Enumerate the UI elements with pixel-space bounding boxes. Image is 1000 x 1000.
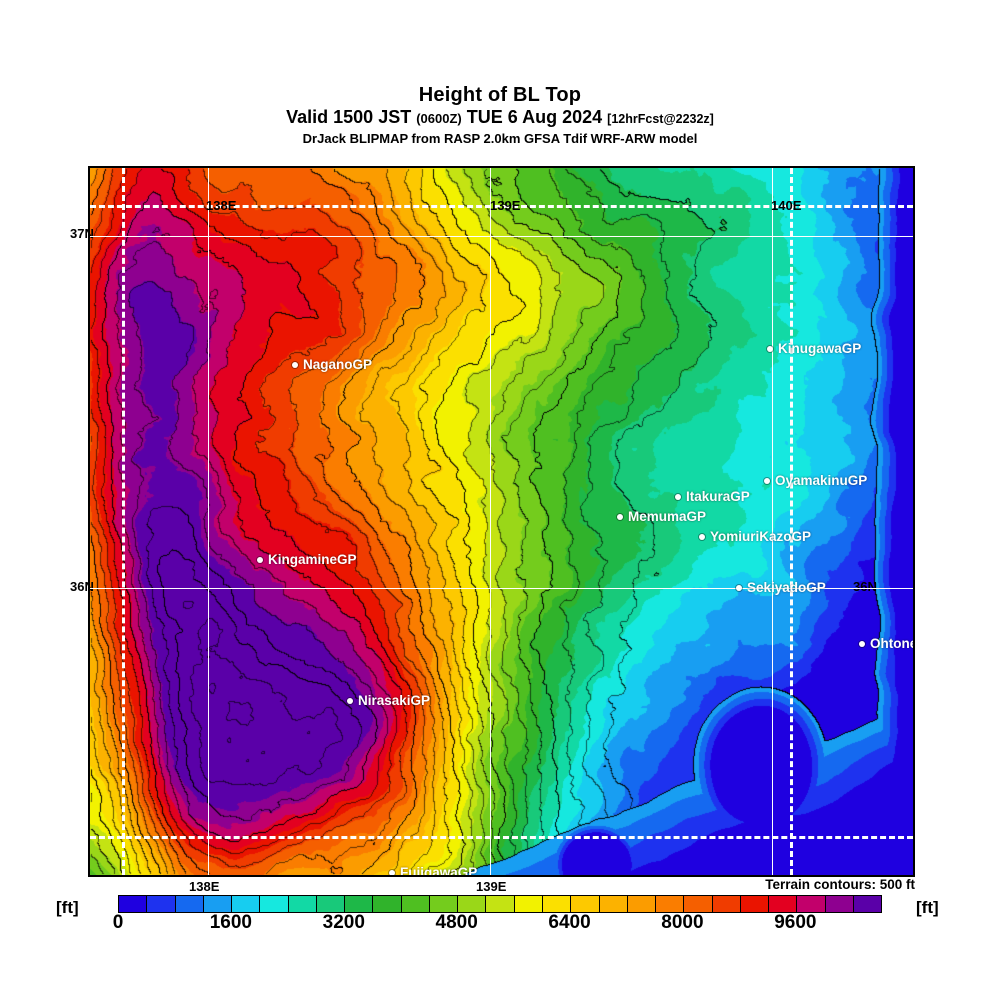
domain-boundary-north <box>90 205 913 208</box>
waypoint-marker-icon <box>764 477 770 484</box>
waypoint-label: KingamineGP <box>268 552 357 567</box>
waypoint-marker-icon <box>767 345 773 352</box>
waypoint-label: NirasakiGP <box>358 693 431 708</box>
valid-utc: (0600Z) <box>416 111 462 126</box>
valid-prefix: Valid 1500 JST <box>286 107 412 127</box>
waypoint-label: Ohtone <box>870 636 915 651</box>
waypoint-naganogp[interactable]: NaganoGP <box>292 357 372 372</box>
grid-label-139E: 139E <box>490 198 521 213</box>
waypoint-marker-icon <box>389 869 395 875</box>
colorbar-swatch-16 <box>571 896 600 912</box>
waypoint-marker-icon <box>292 361 298 368</box>
waypoint-label: MemumaGP <box>628 509 707 524</box>
waypoint-ohtone[interactable]: Ohtone <box>859 636 915 651</box>
colorbar-swatch-24 <box>797 896 826 912</box>
colorbar-tick-6400: 6400 <box>548 912 591 933</box>
axis-label-139E-bottom: 139E <box>476 879 507 894</box>
waypoint-fujigawagp[interactable]: FujigawaGP <box>389 865 478 877</box>
colorbar-swatch-18 <box>627 896 657 912</box>
colorbar-swatch-26 <box>853 896 882 912</box>
colorbar-swatch-0 <box>119 896 148 912</box>
waypoint-marker-icon <box>736 584 742 591</box>
colorbar-swatch-15 <box>542 896 572 912</box>
colorbar-unit-left: [ft] <box>56 898 79 917</box>
colorbar-swatch-5 <box>260 896 289 912</box>
colorbar-unit-right: [ft] <box>916 898 939 917</box>
colorbar-swatch-10 <box>401 896 430 912</box>
waypoint-nirasakigp[interactable]: NirasakiGP <box>347 693 430 708</box>
colorbar-swatch-1 <box>147 896 176 912</box>
axis-label-37N-left: 37N <box>70 226 94 241</box>
waypoint-marker-icon <box>617 513 623 520</box>
map-frame[interactable]: 138E 139E 140E NaganoGP KinugawaGP Oyamaki… <box>88 166 915 877</box>
colorbar-swatch-19 <box>656 896 685 912</box>
domain-boundary-west <box>122 168 125 875</box>
waypoint-marker-icon <box>699 533 705 540</box>
waypoint-itakuragp[interactable]: ItakuraGP <box>675 489 750 504</box>
valid-time-line: Valid 1500 JST (0600Z) TUE 6 Aug 2024 [1… <box>0 107 1000 130</box>
colorbar-tick-0: 0 <box>112 912 124 933</box>
grid-label-138E: 138E <box>206 198 237 213</box>
waypoint-marker-icon <box>347 697 353 704</box>
colorbar-swatch-17 <box>599 896 628 912</box>
colorbar-swatch-8 <box>345 896 374 912</box>
waypoint-label: ItakuraGP <box>686 489 750 504</box>
axis-label-36N-left: 36N <box>70 579 94 594</box>
waypoint-label: FujigawaGP <box>400 865 478 877</box>
waypoint-label: OyamakinuGP <box>775 473 868 488</box>
model-subtitle: DrJack BLIPMAP from RASP 2.0km GFSA Tdif… <box>302 131 698 146</box>
colorbar-swatch-4 <box>232 896 261 912</box>
colorbar-tick-9600: 9600 <box>774 912 817 933</box>
domain-boundary-south <box>90 836 913 839</box>
colorbar-swatch-21 <box>712 896 741 912</box>
colorbar-swatch-7 <box>316 896 346 912</box>
valid-date: TUE 6 Aug 2024 <box>466 107 603 127</box>
colorbar-swatch-22 <box>740 896 770 912</box>
waypoint-yomiurikazogp[interactable]: YomiuriKazoGP <box>699 529 811 544</box>
waypoint-kingaminegp[interactable]: KingamineGP <box>257 552 357 567</box>
colorbar-swatch-20 <box>684 896 713 912</box>
waypoint-label: YomiuriKazoGP <box>710 529 812 544</box>
terrain-contour-note: Terrain contours: 500 ft <box>765 877 915 892</box>
axis-label-36N-right: 36N <box>853 579 877 594</box>
colorbar-swatch-23 <box>769 896 798 912</box>
colorbar-tick-4800: 4800 <box>435 912 478 933</box>
forecast-tag: [12hrFcst@2232z] <box>607 112 714 126</box>
colorbar-swatch-3 <box>203 896 233 912</box>
waypoint-marker-icon <box>675 493 681 500</box>
waypoint-memumagp[interactable]: MemumaGP <box>617 509 706 524</box>
waypoint-marker-icon <box>859 640 865 647</box>
colorbar-tick-3200: 3200 <box>322 912 365 933</box>
waypoint-label: NaganoGP <box>303 357 373 372</box>
page-title: Height of BL Top <box>418 84 582 106</box>
colorbar-swatch-12 <box>458 896 487 912</box>
colorbar-tick-8000: 8000 <box>661 912 704 933</box>
waypoint-sekiyadogp[interactable]: SekiyadoGP <box>736 580 826 595</box>
grid-label-140E: 140E <box>771 198 802 213</box>
waypoint-marker-icon <box>257 556 263 563</box>
title-block: Height of BL Top Valid 1500 JST (0600Z) … <box>0 84 1000 147</box>
axis-label-138E-bottom: 138E <box>189 879 220 894</box>
waypoint-oyamakinugp[interactable]: OyamakinuGP <box>764 473 867 488</box>
waypoint-kinugawagp[interactable]: KinugawaGP <box>767 341 861 356</box>
waypoint-label: KinugawaGP <box>778 341 862 356</box>
colorbar-swatch-25 <box>825 896 854 912</box>
domain-boundary-east <box>790 168 793 875</box>
colorbar-tick-1600: 1600 <box>209 912 253 933</box>
colorbar-swatch-13 <box>486 896 515 912</box>
bl-top-heatmap <box>90 168 913 875</box>
colorbar-swatch-9 <box>373 896 402 912</box>
colorbar-swatch-6 <box>288 896 317 912</box>
colorbar-swatch-11 <box>429 896 459 912</box>
waypoint-label: SekiyadoGP <box>747 580 826 595</box>
colorbar[interactable] <box>118 895 882 913</box>
colorbar-swatch-2 <box>175 896 204 912</box>
colorbar-swatch-14 <box>514 896 543 912</box>
